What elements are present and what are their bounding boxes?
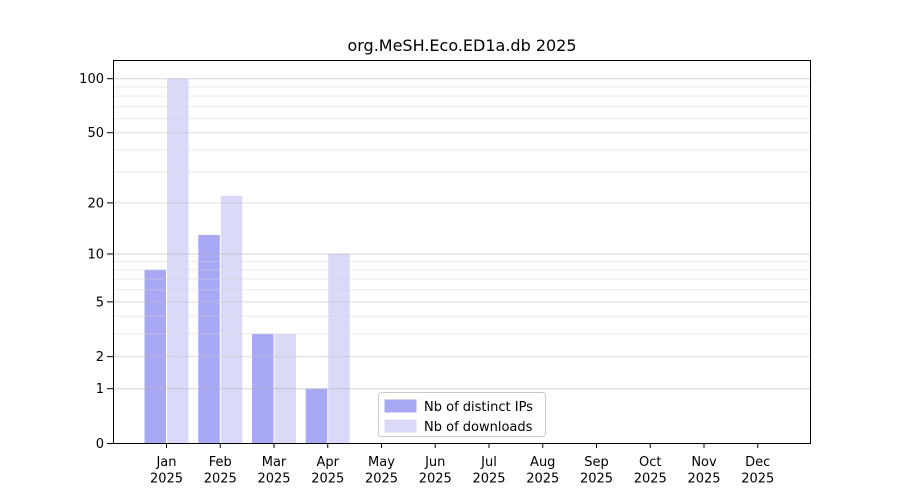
y-tick-label-5: 5: [96, 295, 104, 310]
plot-border: [113, 60, 811, 444]
legend: Nb of distinct IPs Nb of downloads: [378, 392, 546, 437]
x-tick-label-year-apr: 2025: [311, 472, 344, 487]
x-tick-label-year-jun: 2025: [419, 472, 452, 487]
y-tick-label-10: 10: [87, 247, 104, 262]
x-tick-label-month-jan: Jan: [155, 455, 176, 470]
x-tick-label-month-aug: Aug: [530, 455, 555, 470]
y-tick-label-100: 100: [79, 72, 104, 87]
x-tick-label-month-mar: Mar: [262, 455, 287, 470]
x-tick-label-month-oct: Oct: [639, 455, 661, 470]
x-tick-label-month-feb: Feb: [209, 455, 232, 470]
x-tick-label-year-nov: 2025: [687, 472, 720, 487]
bar-distinct-ips-feb: [198, 234, 220, 444]
y-tick-label-1: 1: [96, 382, 104, 397]
x-tick-label-year-aug: 2025: [526, 472, 559, 487]
y-tick-label-0: 0: [96, 437, 104, 452]
x-tick-label-year-jul: 2025: [472, 472, 505, 487]
x-tick-label-month-dec: Dec: [745, 455, 770, 470]
x-tick-label-month-apr: Apr: [317, 455, 340, 470]
gridlines-group: [113, 78, 811, 390]
x-tick-label-year-dec: 2025: [741, 472, 774, 487]
plot-area: 0 1 2 5 10 20 50 100 Jan 2025 Feb 2025 Mar 2025 Apr 202…: [79, 60, 811, 487]
legend-label-distinct-ips: Nb of distinct IPs: [424, 400, 533, 415]
x-axis: Jan 2025 Feb 2025 Mar 2025 Apr 2025 May 2025 Jun 20…: [150, 443, 774, 487]
x-tick-label-year-mar: 2025: [257, 472, 290, 487]
x-tick-label-year-jan: 2025: [150, 472, 183, 487]
x-tick-label-month-sep: Sep: [584, 455, 609, 470]
x-tick-label-year-may: 2025: [365, 472, 398, 487]
x-tick-label-year-sep: 2025: [580, 472, 613, 487]
bar-downloads-apr: [328, 253, 350, 444]
y-axis: 0 1 2 5 10 20 50 100: [79, 72, 114, 452]
x-tick-label-year-oct: 2025: [634, 472, 667, 487]
x-tick-label-month-jul: Jul: [480, 455, 497, 470]
legend-swatch-distinct-ips: [384, 399, 417, 413]
x-tick-label-month-jun: Jun: [424, 455, 445, 470]
bar-distinct-ips-apr: [305, 388, 328, 444]
legend-box: [378, 392, 546, 437]
x-tick-label-month-nov: Nov: [691, 455, 717, 470]
legend-swatch-downloads: [384, 419, 417, 433]
legend-label-downloads: Nb of downloads: [424, 420, 533, 435]
y-tick-label-50: 50: [87, 126, 104, 141]
bars-group: [144, 78, 350, 444]
x-tick-label-month-may: May: [368, 455, 395, 470]
x-tick-label-year-feb: 2025: [204, 472, 237, 487]
y-tick-label-2: 2: [96, 350, 104, 365]
y-tick-label-20: 20: [87, 196, 104, 211]
chart-title: org.MeSH.Eco.ED1a.db 2025: [347, 36, 576, 55]
bar-downloads-feb: [220, 195, 243, 444]
